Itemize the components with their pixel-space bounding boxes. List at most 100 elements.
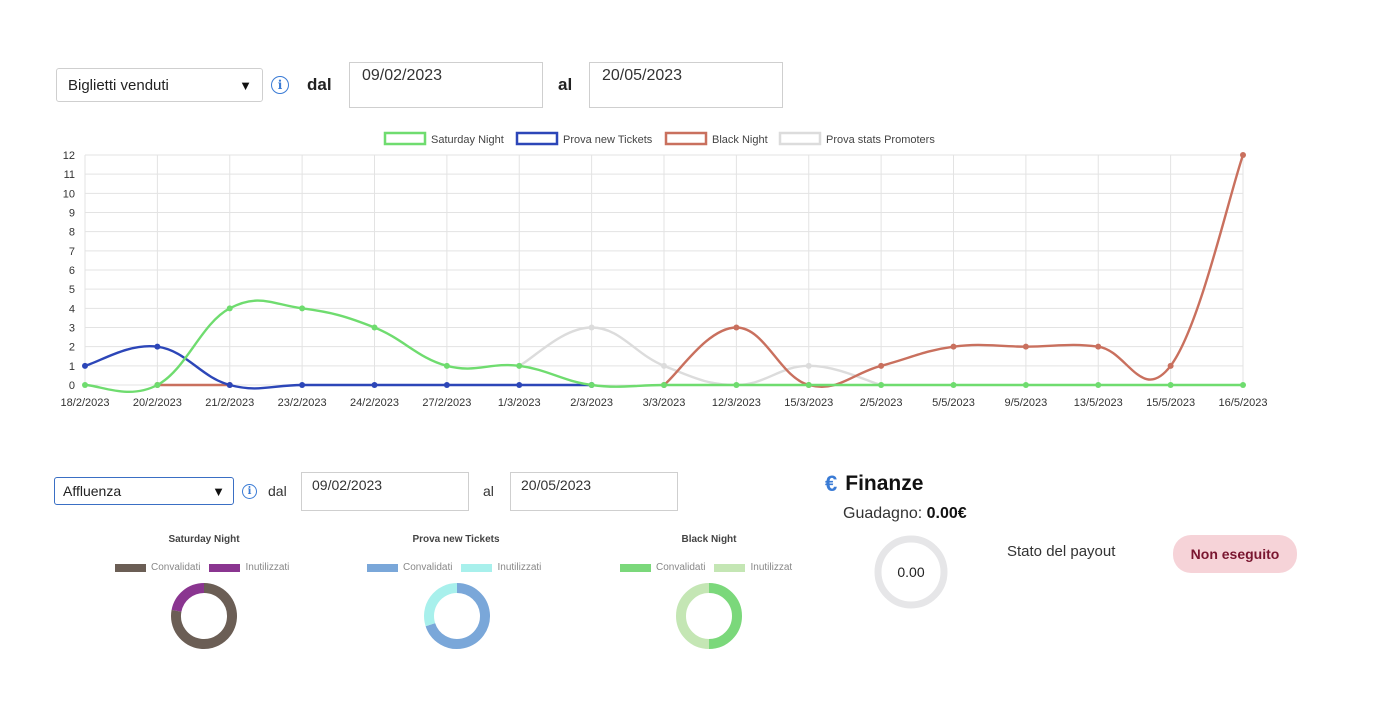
legend-label[interactable]: Prova new Tickets bbox=[563, 134, 653, 146]
legend-label: Inutilizzat bbox=[750, 562, 793, 573]
y-tick-label: 9 bbox=[69, 208, 75, 220]
x-tick-label: 23/2/2023 bbox=[278, 397, 327, 409]
info-icon[interactable]: i bbox=[242, 484, 257, 499]
data-point[interactable] bbox=[516, 382, 523, 388]
data-point[interactable] bbox=[371, 324, 378, 331]
data-point[interactable] bbox=[1240, 152, 1246, 158]
to-label: al bbox=[483, 483, 494, 499]
data-point[interactable] bbox=[1095, 343, 1102, 350]
to-date-input[interactable] bbox=[589, 62, 783, 108]
data-point[interactable] bbox=[661, 362, 667, 369]
to-date-input[interactable] bbox=[510, 472, 678, 511]
to-label: al bbox=[558, 75, 573, 94]
euro-icon: € bbox=[825, 471, 838, 496]
legend-label: Convalidati bbox=[403, 562, 453, 573]
data-point[interactable] bbox=[661, 382, 667, 388]
donut-slice-inutilizzati[interactable] bbox=[424, 583, 458, 627]
data-point[interactable] bbox=[226, 305, 233, 312]
y-tick-label: 12 bbox=[63, 150, 75, 162]
data-point[interactable] bbox=[950, 382, 957, 388]
data-point[interactable] bbox=[733, 382, 740, 388]
data-point[interactable] bbox=[443, 362, 450, 369]
x-tick-label: 2/5/2023 bbox=[860, 397, 903, 409]
gain-value: 0.00€ bbox=[926, 505, 967, 522]
series-saturday-night bbox=[82, 299, 1246, 394]
data-point[interactable] bbox=[1167, 382, 1174, 388]
info-icon[interactable]: i bbox=[271, 76, 289, 94]
ring-value: 0.00 bbox=[897, 564, 924, 580]
donut-slice-inutilizzat[interactable] bbox=[676, 583, 710, 649]
data-point[interactable] bbox=[299, 382, 306, 388]
chevron-down-icon: ▼ bbox=[239, 77, 252, 93]
series-line bbox=[84, 344, 592, 390]
x-tick-label: 15/5/2023 bbox=[1146, 397, 1195, 409]
data-point[interactable] bbox=[1240, 382, 1246, 388]
data-point[interactable] bbox=[950, 343, 957, 350]
legend-label: Inutilizzati bbox=[497, 562, 542, 573]
x-tick-label: 15/3/2023 bbox=[784, 397, 833, 409]
data-point[interactable] bbox=[588, 324, 595, 331]
donut-title: Saturday Night bbox=[168, 534, 240, 545]
y-tick-label: 7 bbox=[69, 246, 75, 258]
legend-label: Convalidati bbox=[151, 562, 201, 573]
legend-swatch[interactable] bbox=[778, 131, 822, 146]
data-point[interactable] bbox=[805, 362, 812, 369]
data-point[interactable] bbox=[443, 382, 450, 388]
data-point[interactable] bbox=[878, 362, 885, 369]
data-point[interactable] bbox=[1167, 362, 1174, 369]
data-point[interactable] bbox=[878, 382, 885, 388]
data-point[interactable] bbox=[82, 362, 88, 369]
data-point[interactable] bbox=[516, 362, 523, 369]
donut-slice-inutilizzati[interactable] bbox=[171, 583, 205, 613]
grid bbox=[84, 154, 1244, 386]
legend-label[interactable]: Saturday Night bbox=[431, 134, 504, 146]
attendance-select[interactable]: Affluenza ▼ bbox=[54, 477, 234, 505]
data-point[interactable] bbox=[299, 305, 306, 312]
data-point[interactable] bbox=[371, 382, 378, 388]
donut-title: Prova new Tickets bbox=[412, 534, 500, 545]
x-tick-label: 2/3/2023 bbox=[570, 397, 613, 409]
donut-slice-convalidati[interactable] bbox=[708, 583, 742, 649]
donut-slice-convalidati[interactable] bbox=[425, 583, 490, 649]
legend-swatch[interactable] bbox=[515, 131, 559, 146]
y-tick-label: 2 bbox=[69, 342, 75, 354]
gain-ring: 0.00 bbox=[874, 535, 948, 609]
x-tick-label: 5/5/2023 bbox=[932, 397, 975, 409]
legend-label[interactable]: Prova stats Promoters bbox=[826, 134, 935, 146]
x-tick-label: 24/2/2023 bbox=[350, 397, 399, 409]
x-tick-label: 12/3/2023 bbox=[712, 397, 761, 409]
from-date-input[interactable] bbox=[301, 472, 469, 511]
metric-select[interactable]: Biglietti venduti ▼ bbox=[56, 68, 263, 102]
data-point[interactable] bbox=[733, 324, 740, 331]
data-point[interactable] bbox=[588, 382, 595, 388]
data-point[interactable] bbox=[1095, 382, 1102, 388]
from-date-input[interactable] bbox=[349, 62, 543, 108]
attendance-select-value: Affluenza bbox=[63, 483, 122, 499]
y-tick-label: 11 bbox=[64, 169, 75, 181]
y-tick-label: 5 bbox=[69, 284, 75, 296]
legend-swatch bbox=[714, 563, 746, 572]
data-point[interactable] bbox=[82, 382, 88, 388]
donut-slice-convalidati[interactable] bbox=[171, 583, 237, 649]
legend-swatch[interactable] bbox=[664, 131, 708, 146]
legend-label: Inutilizzati bbox=[245, 562, 290, 573]
from-label: dal bbox=[268, 483, 287, 499]
legend-swatch[interactable] bbox=[383, 131, 427, 146]
data-point[interactable] bbox=[154, 343, 161, 350]
y-tick-label: 4 bbox=[69, 303, 75, 315]
data-point[interactable] bbox=[805, 382, 812, 388]
data-point[interactable] bbox=[1022, 343, 1029, 350]
data-point[interactable] bbox=[154, 382, 161, 388]
data-point[interactable] bbox=[1022, 382, 1029, 388]
data-point[interactable] bbox=[226, 382, 233, 388]
legend-swatch bbox=[209, 563, 241, 572]
donut-legend: Convalidati Inutilizzat bbox=[620, 562, 792, 573]
from-label: dal bbox=[307, 75, 332, 94]
donut-title: Black Night bbox=[681, 534, 737, 545]
y-tick-label: 8 bbox=[69, 227, 75, 239]
ring-track bbox=[874, 535, 948, 609]
y-tick-label: 1 bbox=[69, 361, 75, 373]
legend-label[interactable]: Black Night bbox=[712, 134, 768, 146]
donut-chart-saturday-night bbox=[171, 583, 237, 649]
